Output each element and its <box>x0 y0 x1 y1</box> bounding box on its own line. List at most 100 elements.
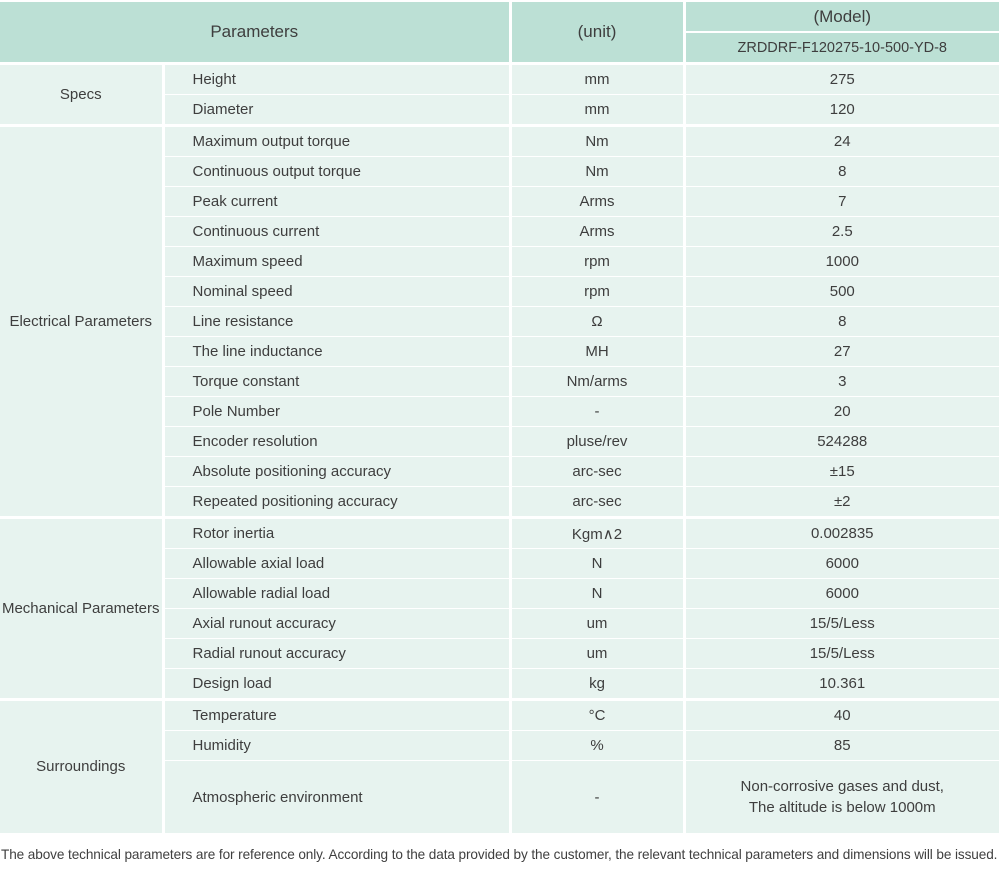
param-cell: Axial runout accuracy <box>161 608 510 639</box>
value-cell: 85 <box>682 730 999 761</box>
model-number: ZRDDRF-F120275-10-500-YD-8 <box>682 32 999 65</box>
table-row: Nominal speed rpm 500 <box>0 276 999 307</box>
table-row: Encoder resolution pluse/rev 524288 <box>0 426 999 457</box>
unit-cell: arc-sec <box>508 486 684 518</box>
unit-cell: pluse/rev <box>508 426 684 457</box>
header-row-1: Parameters (unit) (Model) <box>0 2 999 65</box>
value-cell: 7 <box>682 186 999 217</box>
param-cell: Continuous current <box>161 216 510 247</box>
table-row: Torque constant Nm/arms 3 <box>0 366 999 397</box>
unit-cell: Arms <box>508 216 684 247</box>
param-cell: Maximum speed <box>161 246 510 277</box>
value-cell: ±15 <box>682 456 999 487</box>
unit-cell: kg <box>508 668 684 700</box>
table-row: Continuous current Arms 2.5 <box>0 216 999 247</box>
value-cell: 20 <box>682 396 999 427</box>
unit-cell: arc-sec <box>508 456 684 487</box>
value-cell: 8 <box>682 306 999 337</box>
unit-cell: rpm <box>508 246 684 277</box>
param-cell: Encoder resolution <box>161 426 510 457</box>
table-row: Atmospheric environment - Non-corrosive … <box>0 760 999 833</box>
parameters-header: Parameters <box>0 2 510 65</box>
value-cell: 10.361 <box>682 668 999 700</box>
unit-cell: Nm <box>508 124 684 157</box>
table-row: Design load kg 10.361 <box>0 668 999 700</box>
table-row: Allowable radial load N 6000 <box>0 578 999 609</box>
value-cell: 15/5/Less <box>682 608 999 639</box>
value-cell: 27 <box>682 336 999 367</box>
header-row-2: ZRDDRF-F120275-10-500-YD-8 <box>0 32 999 65</box>
table-row: Peak current Arms 7 <box>0 186 999 217</box>
table-row: Continuous output torque Nm 8 <box>0 156 999 187</box>
table-row: Mechanical Parameters Rotor inertia Kgm∧… <box>0 516 999 700</box>
value-cell: 120 <box>682 94 999 126</box>
value-cell: 500 <box>682 276 999 307</box>
unit-header: (unit) <box>508 2 684 65</box>
table-row: Specs Height mm 275 <box>0 62 999 126</box>
param-cell: Height <box>161 62 510 95</box>
value-cell: 3 <box>682 366 999 397</box>
section-label-mechanical: Mechanical Parameters <box>0 516 163 700</box>
param-cell: Allowable radial load <box>161 578 510 609</box>
value-cell: 6000 <box>682 548 999 579</box>
param-cell: Maximum output torque <box>161 124 510 157</box>
param-cell: Rotor inertia <box>161 516 510 549</box>
table-header: Parameters (unit) (Model) ZRDDRF-F120275… <box>0 2 999 65</box>
table-row: Repeated positioning accuracy arc-sec ±2 <box>0 486 999 518</box>
value-cell: 524288 <box>682 426 999 457</box>
footer-note: The above technical parameters are for r… <box>1 847 998 862</box>
unit-cell: Nm <box>508 156 684 187</box>
param-cell: Atmospheric environment <box>161 760 510 833</box>
section-label-electrical: Electrical Parameters <box>0 124 163 518</box>
unit-cell: N <box>508 578 684 609</box>
unit-cell: N <box>508 548 684 579</box>
param-cell: Diameter <box>161 94 510 126</box>
table-body: Specs Height mm 275 Diameter mm 120 Elec… <box>0 62 999 833</box>
unit-cell: - <box>508 396 684 427</box>
value-cell: 24 <box>682 124 999 157</box>
table-row: Maximum speed rpm 1000 <box>0 246 999 277</box>
value-cell: 15/5/Less <box>682 638 999 669</box>
spec-table: Parameters (unit) (Model) ZRDDRF-F120275… <box>0 2 999 833</box>
param-cell: Absolute positioning accuracy <box>161 456 510 487</box>
unit-cell: mm <box>508 94 684 126</box>
param-cell: Radial runout accuracy <box>161 638 510 669</box>
param-cell: Allowable axial load <box>161 548 510 579</box>
value-cell: 40 <box>682 698 999 731</box>
table-row: Radial runout accuracy um 15/5/Less <box>0 638 999 669</box>
param-cell: Repeated positioning accuracy <box>161 486 510 518</box>
param-cell: Humidity <box>161 730 510 761</box>
unit-cell: mm <box>508 62 684 95</box>
param-cell: The line inductance <box>161 336 510 367</box>
unit-cell: Nm/arms <box>508 366 684 397</box>
table-row: Diameter mm 120 <box>0 94 999 126</box>
table-row: The line inductance MH 27 <box>0 336 999 367</box>
value-cell: Non-corrosive gases and dust, The altitu… <box>682 760 999 833</box>
value-cell: 8 <box>682 156 999 187</box>
value-cell: 6000 <box>682 578 999 609</box>
section-label-specs: Specs <box>0 62 163 126</box>
unit-cell: Kgm∧2 <box>508 516 684 549</box>
unit-cell: Arms <box>508 186 684 217</box>
param-cell: Continuous output torque <box>161 156 510 187</box>
unit-cell: um <box>508 638 684 669</box>
table-row: Surroundings Temperature °C 40 <box>0 698 999 833</box>
table-row: Line resistance Ω 8 <box>0 306 999 337</box>
param-cell: Design load <box>161 668 510 700</box>
unit-cell: % <box>508 730 684 761</box>
unit-cell: Ω <box>508 306 684 337</box>
table-row: Electrical Parameters Maximum output tor… <box>0 124 999 518</box>
section-label-surroundings: Surroundings <box>0 698 163 833</box>
value-cell: ±2 <box>682 486 999 518</box>
value-cell: 1000 <box>682 246 999 277</box>
param-cell: Nominal speed <box>161 276 510 307</box>
value-cell: 0.002835 <box>682 516 999 549</box>
table-row: Humidity % 85 <box>0 730 999 761</box>
unit-cell: °C <box>508 698 684 731</box>
unit-cell: - <box>508 760 684 833</box>
param-cell: Pole Number <box>161 396 510 427</box>
value-cell: 2.5 <box>682 216 999 247</box>
table-row: Axial runout accuracy um 15/5/Less <box>0 608 999 639</box>
param-cell: Line resistance <box>161 306 510 337</box>
